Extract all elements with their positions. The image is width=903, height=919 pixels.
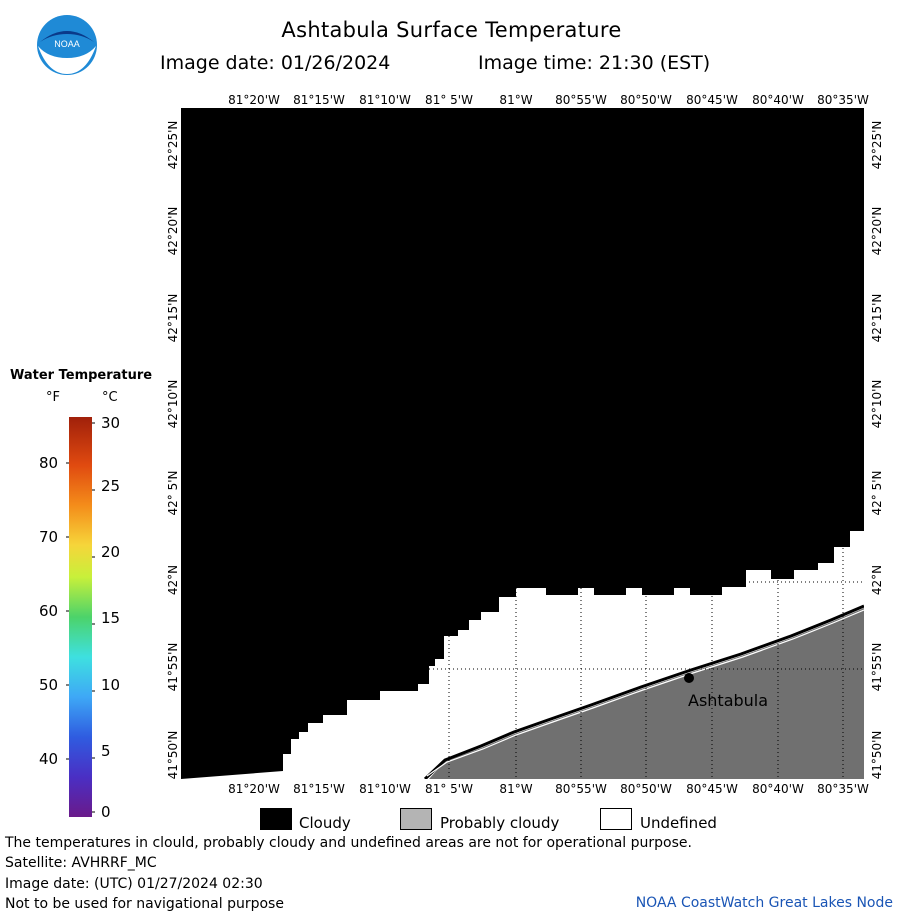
lat-label: 42° 5'N <box>870 470 884 516</box>
c-tick-5: 5 <box>101 742 111 760</box>
lon-label: 80°45'W <box>686 93 738 107</box>
lat-label: 41°55'N <box>870 642 884 692</box>
lon-label: 81°15'W <box>293 782 345 796</box>
lon-label: 80°35'W <box>817 93 869 107</box>
ashtabula-marker[interactable] <box>684 673 694 683</box>
lon-label: 80°55'W <box>555 782 607 796</box>
probably-cloudy-label: Probably cloudy <box>440 814 560 832</box>
lon-label: 80°45'W <box>686 782 738 796</box>
c-tick-10: 10 <box>101 676 121 694</box>
surface-temperature-map[interactable]: Ashtabula <box>181 108 864 779</box>
lon-label: 80°55'W <box>555 93 607 107</box>
lon-label: 81°15'W <box>293 93 345 107</box>
lon-label: 81° 5'W <box>425 782 473 796</box>
satellite-info: Satellite: AVHRRF_MC <box>5 855 157 871</box>
lat-label: 42°25'N <box>870 120 884 170</box>
cloudy-label: Cloudy <box>299 814 351 832</box>
f-tick-40: 40 <box>39 750 59 768</box>
c-tick-20: 20 <box>101 543 121 561</box>
lat-label: 42°10'N <box>870 379 884 429</box>
unit-celsius: °C <box>102 390 118 405</box>
lat-label: 42°N <box>870 564 884 596</box>
operational-note: The temperatures in clould, probably clo… <box>5 835 692 851</box>
lat-label: 42°25'N <box>166 120 180 170</box>
lat-label: 41°50'N <box>166 730 180 780</box>
lat-label: 42°10'N <box>166 379 180 429</box>
land-area <box>429 608 864 779</box>
lat-label: 42° 5'N <box>166 470 180 516</box>
lon-label: 80°50'W <box>620 782 672 796</box>
lon-label: 81°20'W <box>228 782 280 796</box>
lon-label: 81°W <box>499 93 533 107</box>
f-tick-60: 60 <box>39 602 59 620</box>
coastline-highlight <box>426 609 864 777</box>
lat-label: 42°20'N <box>166 206 180 256</box>
undefined-swatch <box>600 808 632 830</box>
scale-ticks <box>66 422 95 813</box>
noaa-logo-text: NOAA <box>54 39 80 49</box>
f-tick-70: 70 <box>39 528 59 546</box>
lat-label: 42°N <box>166 564 180 596</box>
lat-label: 42°15'N <box>166 293 180 343</box>
lat-label: 42°20'N <box>870 206 884 256</box>
lon-label: 80°50'W <box>620 93 672 107</box>
c-tick-15: 15 <box>101 609 121 627</box>
lon-label: 81°20'W <box>228 93 280 107</box>
credit-link[interactable]: NOAA CoastWatch Great Lakes Node <box>635 895 893 911</box>
cloudy-swatch <box>260 808 292 830</box>
c-tick-0: 0 <box>101 803 111 821</box>
lon-label: 81° 5'W <box>425 93 473 107</box>
lat-label: 41°50'N <box>870 730 884 780</box>
c-tick-30: 30 <box>101 414 121 432</box>
lat-label: 42°15'N <box>870 293 884 343</box>
image-time: Image time: 21:30 (EST) <box>478 52 711 74</box>
lon-label: 80°35'W <box>817 782 869 796</box>
undefined-label: Undefined <box>640 814 717 832</box>
lon-label: 80°40'W <box>752 93 804 107</box>
lat-label: 41°55'N <box>166 642 180 692</box>
lon-label: 81°10'W <box>359 782 411 796</box>
cloud-area <box>181 108 864 779</box>
unit-fahrenheit: °F <box>46 390 60 405</box>
coastline <box>423 604 864 779</box>
noaa-logo: NOAA <box>37 15 97 75</box>
lon-label: 81°10'W <box>359 93 411 107</box>
legend-title: Water Temperature <box>10 368 153 383</box>
utc-image-date: Image date: (UTC) 01/27/2024 02:30 <box>5 876 263 892</box>
map-title: Ashtabula Surface Temperature <box>281 18 622 42</box>
color-scale-bar <box>69 417 92 817</box>
f-tick-80: 80 <box>39 454 59 472</box>
c-tick-25: 25 <box>101 477 121 495</box>
f-tick-50: 50 <box>39 676 59 694</box>
probably-cloudy-swatch <box>400 808 432 830</box>
image-date: Image date: 01/26/2024 <box>160 52 391 74</box>
city-label: Ashtabula <box>688 691 768 710</box>
lon-label: 81°W <box>499 782 533 796</box>
navigation-warning: Not to be used for navigational purpose <box>5 896 284 912</box>
lon-label: 80°40'W <box>752 782 804 796</box>
